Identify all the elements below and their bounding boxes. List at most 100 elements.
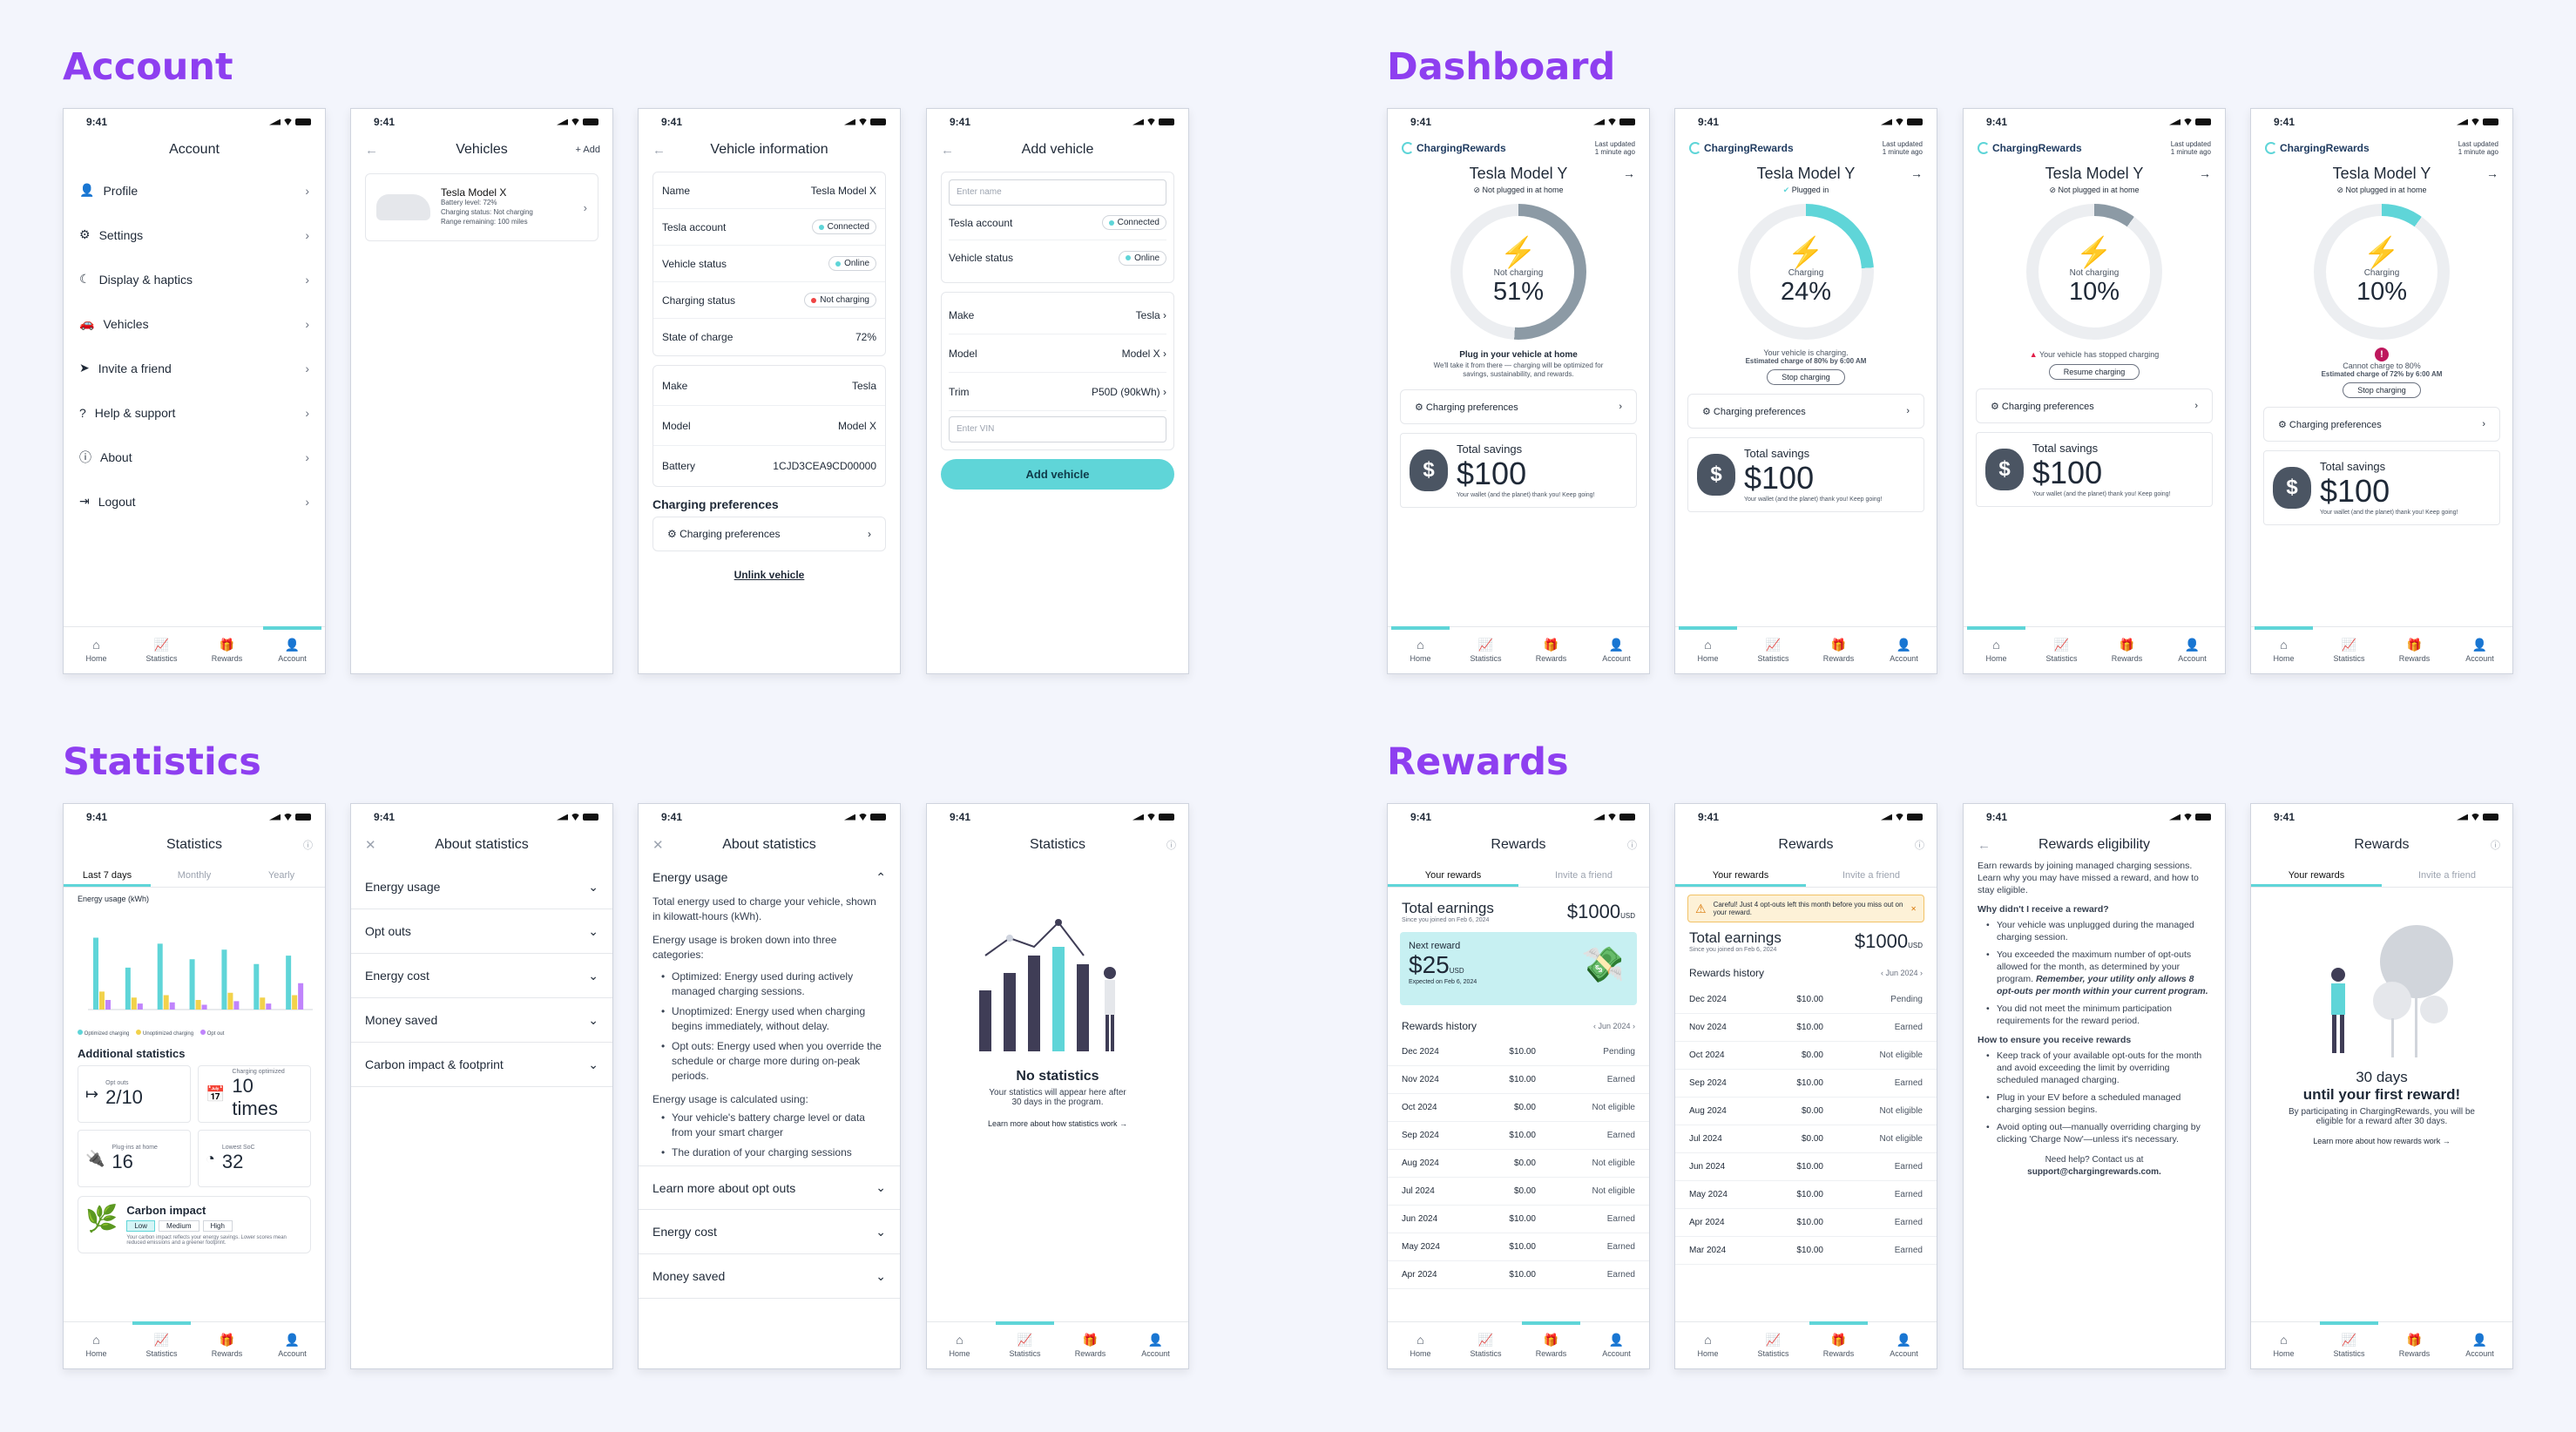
- resume-charging-button[interactable]: Resume charging: [2048, 364, 2140, 380]
- support-email-link[interactable]: support@chargingrewards.com.: [2027, 1167, 2161, 1177]
- nav-statistics[interactable]: 📈 Statistics: [2316, 1321, 2382, 1368]
- nav-rewards[interactable]: 🎁 Rewards: [1806, 627, 1871, 673]
- info-icon[interactable]: ⓘ: [1915, 841, 1924, 851]
- add-vehicle-button[interactable]: + Add: [575, 145, 600, 155]
- nav-statistics[interactable]: 📈 Statistics: [129, 1321, 194, 1368]
- nav-statistics[interactable]: 📈 Statistics: [1741, 1322, 1806, 1368]
- close-icon[interactable]: ✕: [652, 838, 664, 853]
- tab-last-7-days[interactable]: Last 7 days: [64, 865, 151, 887]
- accordion-energy-usage[interactable]: Energy usage ⌃: [639, 860, 900, 895]
- menu-item-vehicles[interactable]: 🚗 Vehicles ›: [64, 301, 325, 346]
- nav-statistics[interactable]: 📈 Statistics: [1453, 627, 1518, 673]
- nav-home[interactable]: ⌂ Home: [64, 1322, 129, 1368]
- accordion-money-saved[interactable]: Money saved ⌄: [639, 1254, 900, 1299]
- nav-account[interactable]: 👤 Account: [260, 1322, 325, 1368]
- nav-account[interactable]: 👤 Account: [1584, 627, 1649, 673]
- menu-item-profile[interactable]: 👤 Profile ›: [64, 168, 325, 213]
- close-icon[interactable]: ✕: [365, 838, 376, 853]
- tab-invite-friend[interactable]: Invite a friend: [2417, 870, 2477, 881]
- info-icon[interactable]: ⓘ: [2491, 841, 2500, 851]
- accordion-opt-outs[interactable]: Opt outs ⌄: [351, 909, 612, 954]
- nav-rewards[interactable]: 🎁 Rewards: [194, 1322, 260, 1368]
- nav-account[interactable]: 👤 Account: [2160, 627, 2225, 673]
- nav-home[interactable]: ⌂ Home: [2251, 1322, 2316, 1368]
- nav-rewards[interactable]: 🎁 Rewards: [2382, 627, 2447, 673]
- back-arrow-icon[interactable]: ←: [365, 142, 378, 158]
- stop-charging-button[interactable]: Stop charging: [1767, 369, 1845, 385]
- accordion-money-saved[interactable]: Money saved ⌄: [351, 998, 612, 1043]
- menu-item-display[interactable]: ☾ Display & haptics ›: [64, 257, 325, 301]
- nav-account[interactable]: 👤 Account: [2447, 627, 2512, 673]
- vin-input[interactable]: Enter VIN: [949, 416, 1166, 442]
- nav-statistics[interactable]: 📈 Statistics: [1741, 627, 1806, 673]
- nav-home[interactable]: ⌂ Home: [1675, 626, 1741, 673]
- charging-preferences-item[interactable]: ⚙ Charging preferences ›: [2263, 407, 2500, 442]
- arrow-right-icon[interactable]: →: [1623, 166, 1635, 180]
- nav-account[interactable]: 👤 Account: [1871, 1322, 1937, 1368]
- close-icon[interactable]: ✕: [1910, 904, 1917, 913]
- nav-statistics[interactable]: 📈 Statistics: [129, 627, 194, 673]
- menu-item-help[interactable]: ? Help & support ›: [64, 390, 325, 435]
- nav-rewards[interactable]: 🎁 Rewards: [2382, 1322, 2447, 1368]
- stop-charging-button[interactable]: Stop charging: [2343, 382, 2421, 398]
- nav-home[interactable]: ⌂ Home: [64, 627, 129, 673]
- nav-statistics[interactable]: 📈 Statistics: [2029, 627, 2094, 673]
- accordion-energy-usage[interactable]: Energy usage ⌄: [351, 865, 612, 909]
- chevron-left-icon[interactable]: ‹: [1880, 969, 1886, 977]
- nav-account[interactable]: 👤 Account: [2447, 1322, 2512, 1368]
- nav-rewards[interactable]: 🎁 Rewards: [194, 627, 260, 673]
- charging-preferences-item[interactable]: ⚙ Charging preferences ›: [1687, 394, 1924, 429]
- tab-your-rewards[interactable]: Your rewards: [1675, 865, 1806, 887]
- info-icon[interactable]: ⓘ: [1166, 841, 1176, 851]
- trim-select[interactable]: Trim P50D (90kWh) ›: [949, 373, 1166, 411]
- chevron-right-icon[interactable]: ›: [1630, 1022, 1635, 1030]
- chevron-right-icon[interactable]: ›: [1917, 969, 1923, 977]
- add-vehicle-button[interactable]: Add vehicle: [941, 459, 1174, 490]
- nav-rewards[interactable]: 🎁 Rewards: [1518, 627, 1584, 673]
- tab-monthly[interactable]: Monthly: [177, 870, 212, 881]
- nav-statistics[interactable]: 📈 Statistics: [2316, 627, 2382, 673]
- nav-home[interactable]: ⌂ Home: [1964, 626, 2029, 673]
- learn-more-link[interactable]: Learn more about how statistics work →: [987, 1119, 1128, 1128]
- nav-home[interactable]: ⌂ Home: [1388, 1322, 1453, 1368]
- tab-invite-friend[interactable]: Invite a friend: [1554, 870, 1613, 881]
- back-arrow-icon[interactable]: ←: [941, 142, 954, 158]
- nav-rewards[interactable]: 🎁 Rewards: [1518, 1321, 1584, 1368]
- learn-more-link[interactable]: Learn more about how rewards work →: [2313, 1137, 2451, 1145]
- back-arrow-icon[interactable]: ←: [652, 142, 666, 158]
- vehicle-name-input[interactable]: Enter name: [949, 179, 1166, 206]
- arrow-right-icon[interactable]: →: [1910, 166, 1923, 180]
- nav-home[interactable]: ⌂ Home: [1388, 626, 1453, 673]
- tab-your-rewards[interactable]: Your rewards: [1388, 865, 1518, 887]
- charging-preferences-item[interactable]: ⚙ Charging preferences ›: [652, 517, 886, 551]
- arrow-right-icon[interactable]: →: [2486, 166, 2498, 180]
- nav-account[interactable]: 👤 Account: [260, 626, 325, 673]
- vehicle-card[interactable]: Tesla Model X Battery level: 72% Chargin…: [365, 173, 598, 241]
- menu-item-about[interactable]: ⓘ About ›: [64, 435, 325, 479]
- menu-item-settings[interactable]: ⚙ Settings ›: [64, 213, 325, 257]
- accordion-learn-opt-outs[interactable]: Learn more about opt outs ⌄: [639, 1165, 900, 1210]
- tab-your-rewards[interactable]: Your rewards: [2251, 865, 2382, 887]
- nav-account[interactable]: 👤 Account: [1123, 1322, 1188, 1368]
- menu-item-invite[interactable]: ➤ Invite a friend ›: [64, 346, 325, 390]
- charging-preferences-item[interactable]: ⚙ Charging preferences ›: [1976, 388, 2213, 423]
- tab-invite-friend[interactable]: Invite a friend: [1842, 870, 1901, 881]
- nav-home[interactable]: ⌂ Home: [927, 1322, 992, 1368]
- nav-rewards[interactable]: 🎁 Rewards: [1058, 1322, 1123, 1368]
- nav-statistics[interactable]: 📈 Statistics: [992, 1321, 1058, 1368]
- unlink-vehicle-link[interactable]: Unlink vehicle: [734, 569, 805, 581]
- back-arrow-icon[interactable]: ←: [1978, 837, 1991, 853]
- model-select[interactable]: Model Model X ›: [949, 334, 1166, 373]
- accordion-energy-cost[interactable]: Energy cost ⌄: [639, 1210, 900, 1254]
- nav-statistics[interactable]: 📈 Statistics: [1453, 1322, 1518, 1368]
- charging-preferences-item[interactable]: ⚙ Charging preferences ›: [1400, 389, 1637, 424]
- chevron-left-icon[interactable]: ‹: [1592, 1022, 1599, 1030]
- nav-rewards[interactable]: 🎁 Rewards: [2094, 627, 2160, 673]
- info-icon[interactable]: ⓘ: [303, 841, 313, 851]
- info-icon[interactable]: ⓘ: [1627, 841, 1637, 851]
- nav-home[interactable]: ⌂ Home: [2251, 626, 2316, 673]
- nav-account[interactable]: 👤 Account: [1871, 627, 1937, 673]
- accordion-energy-cost[interactable]: Energy cost ⌄: [351, 954, 612, 998]
- make-select[interactable]: Make Tesla ›: [949, 296, 1166, 334]
- accordion-carbon-impact[interactable]: Carbon impact & footprint ⌄: [351, 1043, 612, 1087]
